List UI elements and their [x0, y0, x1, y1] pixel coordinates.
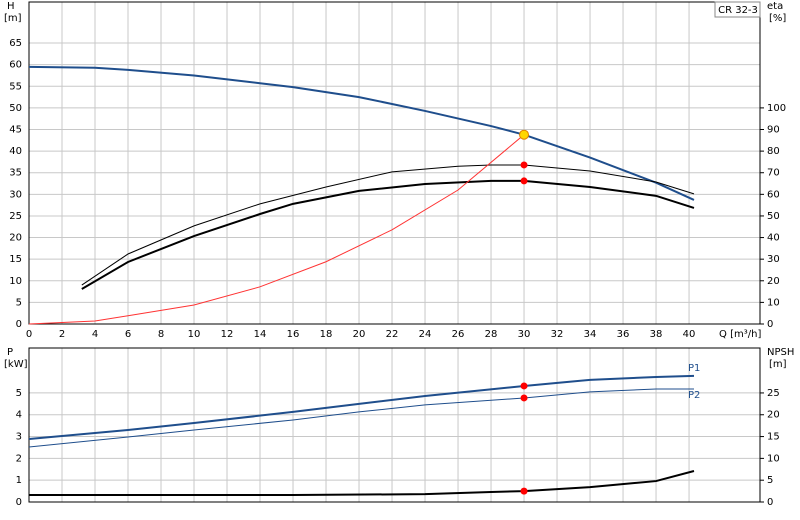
- x-tick-label: 4: [92, 329, 98, 340]
- x-tick-label: 24: [419, 329, 432, 340]
- x-tick-label: 36: [617, 329, 630, 340]
- x-tick-label: 28: [485, 329, 498, 340]
- series-line: [28, 388, 694, 448]
- x-tick-label: 30: [518, 329, 531, 340]
- x-tick-label: 0: [26, 329, 32, 340]
- series-line: [28, 374, 695, 440]
- y-tick-label: 5: [16, 388, 22, 399]
- series-line: [29, 470, 695, 497]
- series-line: [28, 134, 525, 325]
- y2-tick-label: 10: [767, 453, 780, 464]
- chart-title: CR 32-3: [718, 5, 758, 16]
- plot-frame: [28, 347, 761, 503]
- y-tick-label: 30: [9, 189, 22, 200]
- x-tick-label: 40: [683, 329, 696, 340]
- legend-label: P1: [688, 363, 700, 374]
- y2-tick-label: 60: [767, 189, 780, 200]
- y2-axis-unit: [m]: [769, 359, 787, 370]
- x-tick-label: 34: [584, 329, 597, 340]
- y2-tick-label: 20: [767, 276, 780, 287]
- series-line: [81, 164, 695, 286]
- y-axis-label: P: [7, 347, 13, 358]
- y-tick-label: 4: [16, 410, 22, 421]
- x-tick-label: 26: [452, 329, 465, 340]
- x-tick-label: 20: [353, 329, 366, 340]
- y-tick-label: 45: [9, 125, 22, 136]
- y-tick-label: 10: [9, 276, 22, 287]
- title-box: [714, 1, 761, 18]
- y2-tick-label: 0: [767, 497, 773, 508]
- x-tick-label: 10: [188, 329, 201, 340]
- y2-tick-label: 90: [767, 125, 780, 136]
- y2-tick-label: 50: [767, 211, 780, 222]
- y2-tick-label: 5: [767, 475, 773, 486]
- y2-axis-label: eta: [767, 1, 783, 12]
- y-tick-label: 5: [16, 297, 22, 308]
- y2-tick-label: 80: [767, 146, 780, 157]
- x-tick-label: 16: [287, 329, 300, 340]
- duty-point: [520, 161, 528, 169]
- series-line: [81, 179, 695, 290]
- duty-point: [520, 487, 528, 495]
- y-axis-unit: [kW]: [4, 359, 28, 370]
- y2-tick-label: 40: [767, 233, 780, 244]
- x-tick-label: 12: [221, 329, 234, 340]
- y2-tick-label: 100: [767, 103, 786, 114]
- y2-tick-label: 10: [767, 297, 780, 308]
- x-tick-label: 32: [551, 329, 564, 340]
- y-tick-label: 25: [9, 211, 22, 222]
- x-tick-label: 6: [125, 329, 131, 340]
- y-tick-label: 35: [9, 168, 22, 179]
- y-tick-label: 15: [9, 254, 22, 265]
- duty-point: [520, 177, 528, 185]
- y-tick-label: 20: [9, 233, 22, 244]
- x-tick-label: 2: [59, 329, 65, 340]
- series-line: [28, 65, 695, 201]
- x-axis-label: Q [m³/h]: [719, 329, 761, 340]
- x-tick-label: 14: [254, 329, 267, 340]
- y2-tick-label: 20: [767, 410, 780, 421]
- y-tick-label: 0: [16, 319, 22, 330]
- y-tick-label: 0: [16, 497, 22, 508]
- y2-tick-label: 30: [767, 254, 780, 265]
- x-tick-label: 8: [158, 329, 164, 340]
- legend-label: P2: [688, 390, 700, 401]
- y2-axis-unit: [%]: [769, 13, 786, 24]
- y-tick-label: 60: [9, 60, 22, 71]
- y-tick-label: 3: [16, 432, 22, 443]
- duty-point: [520, 394, 528, 402]
- plot-frame: [28, 1, 761, 325]
- y-tick-label: 65: [9, 38, 22, 49]
- y-tick-label: 55: [9, 81, 22, 92]
- y-tick-label: 2: [16, 453, 22, 464]
- y2-tick-label: 25: [767, 388, 780, 399]
- duty-point: [519, 129, 530, 140]
- x-tick-label: 22: [386, 329, 399, 340]
- y2-tick-label: 0: [767, 319, 773, 330]
- y-axis-label: H: [7, 1, 15, 12]
- y-tick-label: 1: [16, 475, 22, 486]
- y2-tick-label: 70: [767, 168, 780, 179]
- duty-point: [520, 382, 528, 390]
- y2-tick-label: 15: [767, 432, 780, 443]
- x-tick-label: 38: [650, 329, 663, 340]
- y-tick-label: 40: [9, 146, 22, 157]
- y-axis-unit: [m]: [4, 13, 22, 24]
- y2-axis-label: NPSH: [767, 347, 794, 358]
- y-tick-label: 50: [9, 103, 22, 114]
- x-tick-label: 18: [320, 329, 333, 340]
